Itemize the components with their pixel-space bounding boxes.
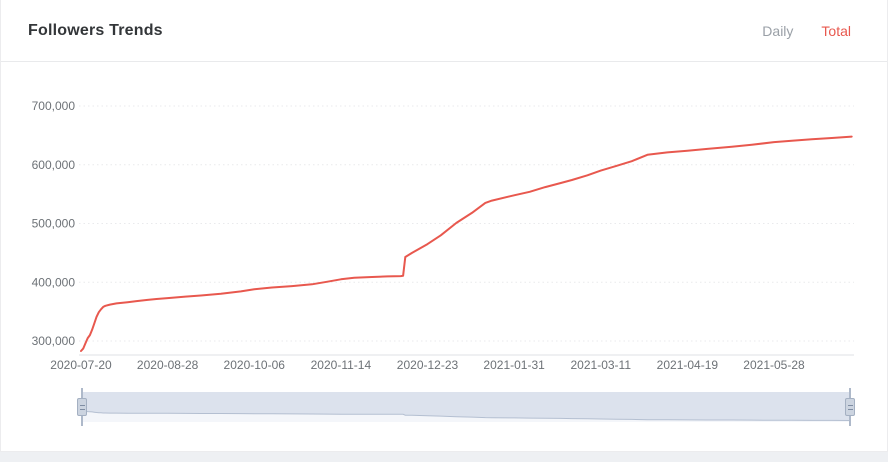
followers-trends-card: Followers Trends Daily Total 300,000 400,… [0,0,888,452]
page-background [0,452,888,462]
y-tick-label: 400,000 [32,275,76,289]
x-tick-label: 2020-11-14 [311,358,372,372]
x-tick-label: 2021-01-31 [483,358,545,372]
slider-curve-line [82,410,850,421]
slider-handle-right[interactable] [845,398,855,416]
handle-grip-icon [79,404,85,406]
y-tick-label: 700,000 [32,99,76,113]
trend-chart: 300,000 400,000 500,000 600,000 700,000 2020-… [32,99,854,372]
page-title: Followers Trends [28,21,163,39]
y-tick-label: 300,000 [32,334,76,348]
tab-daily[interactable]: Daily [762,22,794,39]
tab-group: Daily Total [762,23,851,39]
x-tick-label: 2021-04-19 [657,358,719,372]
followers-trend-line [80,135,853,352]
y-tick-label: 600,000 [32,158,76,172]
tab-total[interactable]: Total [821,22,851,39]
card-header: Followers Trends Daily Total [1,0,887,62]
x-tick-label: 2021-05-28 [743,358,805,372]
handle-grip-icon [847,404,853,406]
x-tick-label: 2020-12-23 [397,358,459,372]
x-tick-label: 2021-03-11 [571,358,632,372]
x-tick-label: 2020-10-06 [224,358,286,372]
data-zoom-shadow [82,392,850,422]
data-zoom-slider[interactable] [77,388,855,426]
handle-grip-icon [79,408,85,410]
y-tick-label: 500,000 [32,217,76,231]
x-tick-label: 2020-08-28 [137,358,199,372]
slider-handle-left[interactable] [77,398,87,416]
x-tick-label: 2020-07-20 [50,358,112,372]
handle-grip-icon [847,408,853,410]
